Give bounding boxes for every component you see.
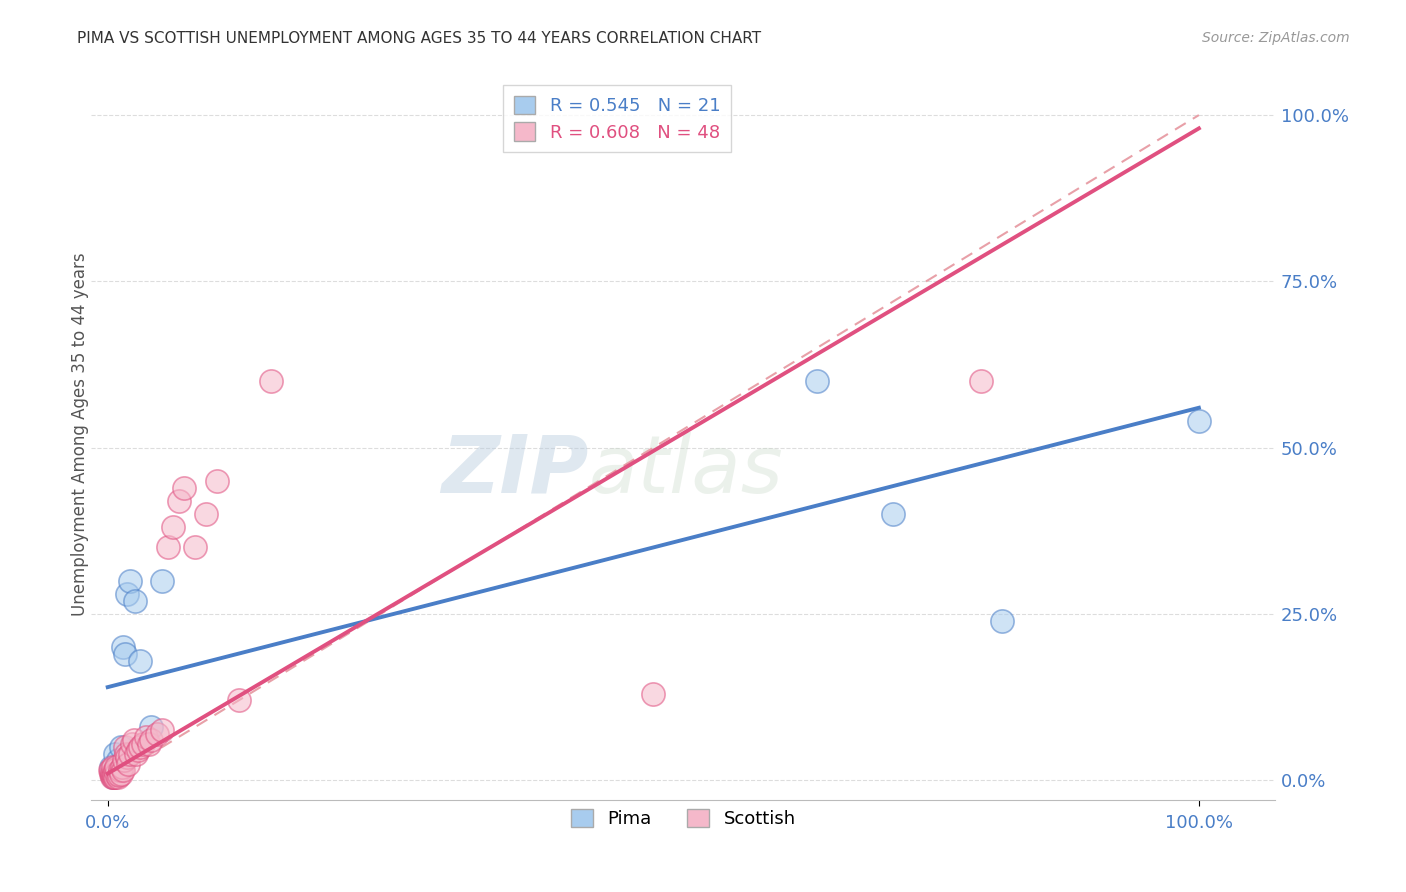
- Point: [115, 747, 138, 761]
- Point: [100, 760, 122, 774]
- Point: [114, 739, 136, 754]
- Point: [124, 593, 146, 607]
- Point: [173, 481, 195, 495]
- Point: [114, 647, 136, 661]
- Point: [107, 753, 129, 767]
- Point: [117, 756, 139, 771]
- Point: [104, 747, 127, 761]
- Point: [104, 770, 127, 784]
- Point: [118, 747, 141, 761]
- Point: [138, 737, 160, 751]
- Point: [969, 374, 991, 388]
- Point: [101, 770, 124, 784]
- Point: [105, 760, 128, 774]
- Point: [194, 507, 217, 521]
- Point: [991, 614, 1014, 628]
- Point: [167, 494, 190, 508]
- Text: ZIP: ZIP: [441, 432, 589, 510]
- Point: [111, 760, 134, 774]
- Point: [100, 766, 122, 780]
- Point: [105, 760, 128, 774]
- Point: [162, 520, 184, 534]
- Point: [101, 766, 124, 780]
- Point: [806, 374, 828, 388]
- Point: [103, 764, 125, 778]
- Point: [107, 770, 129, 784]
- Point: [108, 764, 131, 778]
- Point: [103, 770, 125, 784]
- Point: [260, 374, 283, 388]
- Point: [107, 764, 129, 778]
- Point: [110, 766, 132, 780]
- Point: [882, 507, 904, 521]
- Point: [117, 750, 139, 764]
- Point: [101, 766, 124, 780]
- Point: [228, 693, 250, 707]
- Point: [129, 739, 152, 754]
- Point: [112, 753, 135, 767]
- Point: [98, 764, 121, 778]
- Point: [110, 739, 132, 754]
- Text: atlas: atlas: [589, 432, 783, 510]
- Point: [103, 766, 125, 780]
- Point: [117, 587, 139, 601]
- Point: [1188, 414, 1211, 428]
- Point: [101, 760, 124, 774]
- Point: [141, 733, 163, 747]
- Point: [111, 764, 134, 778]
- Text: PIMA VS SCOTTISH UNEMPLOYMENT AMONG AGES 35 TO 44 YEARS CORRELATION CHART: PIMA VS SCOTTISH UNEMPLOYMENT AMONG AGES…: [77, 31, 762, 46]
- Y-axis label: Unemployment Among Ages 35 to 44 years: Unemployment Among Ages 35 to 44 years: [72, 252, 89, 616]
- Point: [135, 730, 157, 744]
- Point: [107, 768, 129, 782]
- Point: [150, 574, 173, 588]
- Point: [121, 737, 143, 751]
- Point: [105, 766, 128, 780]
- Legend: Pima, Scottish: Pima, Scottish: [564, 801, 803, 835]
- Point: [205, 474, 228, 488]
- Point: [141, 720, 163, 734]
- Point: [122, 733, 145, 747]
- Point: [129, 654, 152, 668]
- Point: [101, 770, 124, 784]
- Point: [127, 743, 149, 757]
- Text: Source: ZipAtlas.com: Source: ZipAtlas.com: [1202, 31, 1350, 45]
- Point: [118, 574, 141, 588]
- Point: [104, 764, 127, 778]
- Point: [131, 737, 153, 751]
- Point: [125, 747, 148, 761]
- Point: [101, 770, 124, 784]
- Point: [146, 727, 169, 741]
- Point: [111, 640, 134, 655]
- Point: [150, 723, 173, 738]
- Point: [100, 764, 122, 778]
- Point: [184, 541, 207, 555]
- Point: [643, 687, 665, 701]
- Point: [101, 766, 124, 780]
- Point: [156, 541, 179, 555]
